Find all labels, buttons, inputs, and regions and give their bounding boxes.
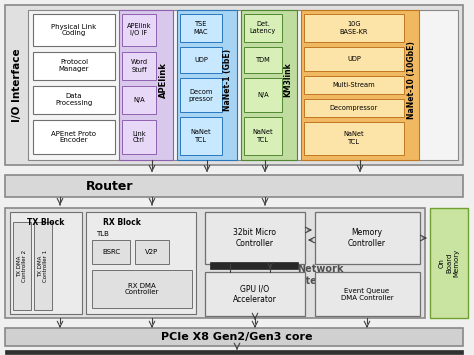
Text: UDP: UDP [347,56,361,62]
Text: NaNet
TCL: NaNet TCL [191,130,211,142]
Text: Data
Processing: Data Processing [55,93,92,106]
Text: BSRC: BSRC [102,249,120,255]
Text: Physical Link
Coding: Physical Link Coding [51,23,97,37]
Text: KM3link: KM3link [283,62,292,97]
Text: I/O Interface: I/O Interface [12,48,22,122]
Text: Multi-Stream: Multi-Stream [333,82,375,88]
Text: RX Block: RX Block [103,218,141,227]
Bar [33,86,115,114]
Text: TLB: TLB [96,231,109,237]
Bar [5,5,463,165]
Bar [244,47,282,73]
Text: Word
Stuff: Word Stuff [130,60,147,72]
Bar [28,10,458,160]
Bar [135,240,169,264]
Text: NaNet-1 (GbE): NaNet-1 (GbE) [224,49,233,111]
Text: NaNet
TCL: NaNet TCL [253,130,273,142]
Bar [205,212,305,264]
Bar [304,99,404,117]
Bar [304,14,404,42]
Bar [304,76,404,94]
Bar [180,78,222,112]
Text: Event Queue
DMA Controller: Event Queue DMA Controller [341,288,393,300]
Text: TX DMA
Controller 1: TX DMA Controller 1 [37,250,48,282]
Bar [5,328,463,346]
Text: APElink
I/O IF: APElink I/O IF [127,23,151,37]
Bar [86,212,196,314]
Bar [122,52,156,80]
Bar [205,272,305,316]
Bar [241,10,297,160]
Bar [244,78,282,112]
Bar [180,117,222,155]
Bar [119,10,173,160]
Bar [315,272,420,316]
Bar [33,14,115,46]
Text: APElink: APElink [158,62,167,98]
Text: Det.
Latency: Det. Latency [250,22,276,34]
Text: V2P: V2P [146,249,159,255]
Text: Decompressor: Decompressor [330,105,378,111]
Bar [10,212,82,314]
Bar [13,222,31,310]
Bar [34,222,52,310]
Text: NaNet
TCL: NaNet TCL [344,131,365,144]
Text: Router: Router [86,180,134,192]
Bar [92,240,130,264]
Bar [122,14,156,46]
Bar [5,208,425,318]
Text: Network
Interface: Network Interface [295,264,345,286]
Bar [244,14,282,42]
Text: Protocol
Manager: Protocol Manager [59,60,89,72]
Text: UDP: UDP [194,57,208,63]
Bar [315,212,420,264]
Bar [210,262,298,269]
Bar [180,14,222,42]
Bar [92,270,192,308]
Text: NaNet-10 (10GbE): NaNet-10 (10GbE) [408,41,417,119]
Text: APEnet Proto
Encoder: APEnet Proto Encoder [52,131,97,143]
Bar [180,47,222,73]
Text: N/A: N/A [257,92,269,98]
Text: TX Block: TX Block [27,218,64,227]
Bar [177,10,237,160]
Text: GPU I/O
Accelerator: GPU I/O Accelerator [233,284,277,304]
Bar [430,208,468,318]
Bar [304,47,404,71]
Text: Link
Ctrl: Link Ctrl [132,131,146,143]
Bar [122,120,156,154]
Text: On
Board
Memory: On Board Memory [439,249,459,277]
Text: 10G
BASE-KR: 10G BASE-KR [340,22,368,34]
Bar [33,52,115,80]
Text: TX DMA
Controller 2: TX DMA Controller 2 [17,250,27,282]
Bar [33,120,115,154]
Bar [5,350,463,354]
Bar [5,175,463,197]
Text: Decom
pressor: Decom pressor [189,88,213,102]
Text: 32bit Micro
Controller: 32bit Micro Controller [234,228,276,248]
Bar [304,122,404,155]
Bar [301,10,419,160]
Text: TSE
MAC: TSE MAC [194,22,208,34]
Text: N/A: N/A [133,97,145,103]
Text: Memory
Controller: Memory Controller [348,228,386,248]
Text: PCIe X8 Gen2/Gen3 core: PCIe X8 Gen2/Gen3 core [161,332,313,342]
Bar [244,117,282,155]
Bar [122,86,156,114]
Text: RX DMA
Controller: RX DMA Controller [125,283,159,295]
Text: TDM: TDM [255,57,270,63]
